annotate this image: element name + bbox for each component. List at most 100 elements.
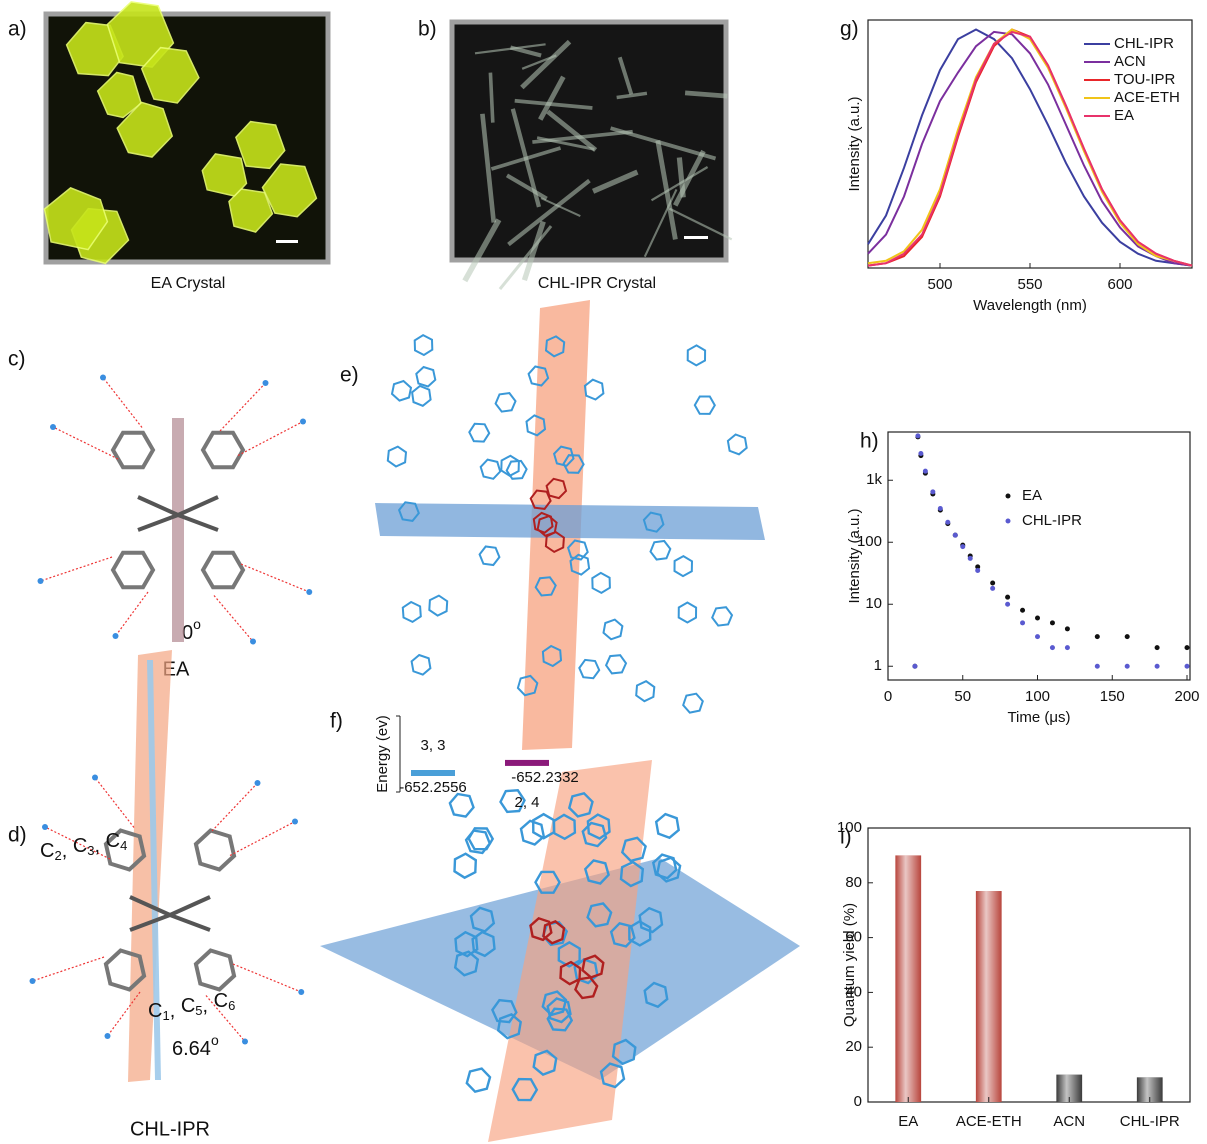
ring: [654, 812, 680, 840]
y-tick-label: 100: [837, 819, 862, 836]
ring: [200, 430, 246, 470]
atom: [254, 780, 261, 786]
point: [1020, 607, 1026, 613]
atom: [50, 424, 56, 430]
contact: [52, 426, 119, 460]
x-tick-label: 50: [954, 688, 971, 705]
atom: [262, 380, 269, 386]
subscript: 1: [162, 1008, 169, 1023]
crystal: [474, 43, 546, 55]
y-tick-label: 20: [845, 1038, 862, 1055]
ring: [397, 501, 420, 522]
subscript: 6: [228, 998, 235, 1013]
crystal: [96, 71, 142, 119]
scale-bar: [684, 236, 708, 239]
point: [1049, 620, 1055, 626]
ring: [390, 379, 413, 402]
contact: [229, 820, 296, 857]
panel-label: b): [418, 18, 437, 41]
panel-label: e): [340, 364, 359, 387]
point: [1049, 645, 1055, 651]
legend-label: EA: [1022, 487, 1042, 504]
point: [975, 564, 981, 570]
ring: [478, 545, 501, 567]
crystal: [521, 54, 557, 70]
legend-label: CHL-IPR: [1114, 35, 1174, 52]
point: [945, 519, 951, 525]
separator: ,: [170, 1000, 181, 1022]
x-tick-label: 200: [1174, 688, 1199, 705]
x-tick-label: CHL-IPR: [1120, 1113, 1180, 1130]
point: [1094, 634, 1100, 640]
ring: [532, 1049, 558, 1076]
angle: 6.64o: [172, 1032, 219, 1061]
ring: [620, 836, 647, 863]
point: [960, 544, 966, 550]
ring: [529, 916, 553, 942]
panel-label: c): [8, 348, 26, 371]
ring: [677, 601, 698, 624]
ring: [542, 920, 566, 945]
ring: [673, 554, 694, 578]
level-value: -652.2556: [399, 779, 467, 796]
angle-value: 0: [182, 622, 193, 644]
ring: [574, 976, 599, 1000]
bond: [129, 913, 171, 932]
contact: [94, 777, 135, 828]
point: [1124, 634, 1130, 640]
scale-bar: [276, 240, 298, 243]
ring: [559, 960, 582, 986]
panel-label: i): [840, 826, 852, 849]
ring: [494, 392, 517, 413]
bond: [137, 495, 179, 517]
ring: [499, 789, 526, 814]
ring: [642, 511, 665, 533]
panel-label: f): [330, 710, 343, 733]
crystal: [617, 56, 634, 95]
crystal: [616, 91, 648, 100]
point: [975, 568, 981, 574]
separator: ,: [203, 995, 214, 1017]
y-axis-label: Quantum yield (%): [841, 903, 858, 1027]
crystal: [510, 108, 542, 208]
ring: [643, 981, 669, 1009]
ring: [534, 870, 561, 894]
ring: [581, 821, 608, 848]
ring: [693, 395, 716, 415]
element: C: [181, 995, 195, 1017]
point: [1005, 594, 1011, 600]
ring: [591, 571, 611, 595]
ring: [103, 828, 147, 872]
ring: [471, 930, 496, 958]
ring: [541, 644, 563, 668]
bond: [169, 913, 211, 932]
ring: [401, 600, 422, 624]
atom: [104, 1033, 111, 1039]
point: [1124, 663, 1130, 669]
ring: [529, 489, 552, 510]
ring: [546, 1007, 574, 1032]
ring: [638, 906, 664, 934]
atom: [42, 824, 48, 830]
ring: [193, 828, 237, 872]
ring: [505, 459, 528, 480]
crystal: [650, 166, 709, 202]
caption: CHL-IPR: [130, 1118, 210, 1140]
ring: [386, 445, 408, 468]
ring: [200, 550, 246, 590]
point: [1064, 626, 1070, 632]
crystal: [116, 101, 174, 158]
ring: [619, 860, 645, 888]
atom: [300, 418, 306, 425]
point: [937, 506, 943, 512]
ring: [415, 365, 437, 388]
separator: ,: [95, 835, 106, 857]
crystal: [673, 149, 706, 207]
crystal: [507, 178, 591, 247]
plane: [147, 659, 161, 1081]
bond: [169, 895, 211, 917]
ring: [611, 1038, 637, 1066]
ring: [527, 365, 550, 387]
angle-sup: o: [211, 1032, 219, 1048]
x-axis-label: Time (μs): [1007, 709, 1070, 726]
